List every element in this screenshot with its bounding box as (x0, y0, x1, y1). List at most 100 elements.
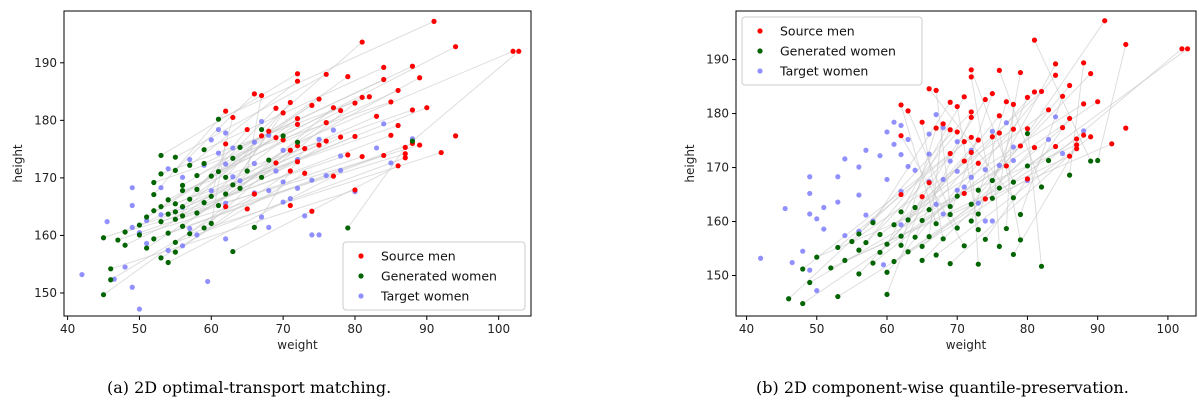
data-point (273, 135, 279, 141)
data-point (898, 209, 904, 215)
data-point (230, 114, 236, 121)
data-point (510, 48, 516, 54)
data-point (1059, 125, 1066, 131)
data-point (835, 174, 841, 180)
data-point (814, 254, 820, 260)
data-point (373, 145, 380, 151)
data-point (898, 122, 904, 129)
data-point (919, 119, 925, 125)
data-point (884, 129, 890, 135)
data-point (352, 100, 358, 106)
legend-marker (358, 293, 364, 299)
data-point (194, 172, 200, 179)
data-point (280, 179, 286, 185)
matching-line (182, 129, 248, 207)
y-axis-label: height (683, 144, 697, 183)
data-point (381, 76, 387, 83)
data-point (179, 213, 186, 219)
data-point (424, 105, 430, 111)
data-point (287, 99, 293, 106)
data-point (975, 227, 981, 233)
data-point (223, 130, 229, 136)
x-tick-label: 90 (419, 322, 434, 336)
x-tick-label: 100 (487, 322, 510, 336)
data-point (1095, 99, 1101, 105)
data-point (280, 137, 286, 143)
data-point (294, 116, 301, 122)
data-point (100, 292, 107, 298)
matching-line (160, 73, 298, 156)
data-point (863, 239, 869, 246)
data-point (1038, 184, 1045, 190)
data-point (402, 155, 408, 161)
data-point (122, 229, 128, 235)
data-point (905, 163, 911, 170)
data-point (208, 187, 214, 194)
data-point (877, 153, 883, 159)
data-point (1038, 263, 1045, 269)
legend-label: Target women (779, 64, 868, 79)
data-point (1088, 71, 1094, 77)
data-point (187, 156, 193, 163)
matching-line (991, 136, 1000, 247)
data-point (807, 190, 813, 197)
data-point (926, 151, 932, 157)
data-point (309, 102, 315, 108)
data-point (989, 177, 995, 184)
y-tick-label: 170 (34, 171, 57, 185)
matching-line (153, 125, 399, 212)
data-point (280, 133, 286, 139)
x-tick-label: 60 (204, 322, 219, 336)
data-point (968, 174, 974, 180)
data-point (891, 258, 897, 265)
data-point (1003, 163, 1009, 169)
x-tick-label: 90 (1090, 322, 1105, 336)
data-point (975, 187, 981, 193)
legend-label: Generated women (780, 44, 896, 59)
data-point (933, 221, 939, 227)
data-point (1081, 101, 1087, 107)
data-point (215, 150, 222, 156)
data-point (961, 139, 967, 145)
data-point (1038, 88, 1045, 95)
data-point (352, 133, 358, 140)
data-point (1081, 60, 1087, 66)
data-point (800, 300, 806, 307)
matching-line (196, 136, 341, 214)
data-point (215, 202, 222, 209)
data-point (1179, 46, 1185, 52)
data-point (800, 266, 806, 272)
data-point (989, 195, 995, 201)
data-point (947, 211, 953, 218)
data-point (158, 171, 164, 177)
data-point (115, 237, 121, 243)
data-point (1059, 150, 1066, 157)
matching-line (103, 206, 226, 296)
y-tick-label: 180 (34, 113, 57, 127)
data-point (266, 132, 272, 138)
data-point (996, 185, 1002, 191)
data-point (302, 213, 308, 219)
data-point (905, 249, 911, 255)
matching-line (160, 172, 305, 259)
data-point (1024, 126, 1031, 132)
data-point (954, 103, 960, 110)
x-tick-label: 50 (809, 322, 824, 336)
data-point (905, 136, 911, 143)
legend-marker (358, 273, 364, 279)
data-point (402, 144, 408, 150)
data-point (258, 214, 265, 220)
data-point (194, 186, 200, 192)
data-point (136, 232, 143, 238)
data-point (179, 223, 186, 229)
data-point (388, 160, 394, 166)
data-point (237, 144, 243, 150)
data-point (1123, 125, 1129, 131)
matching-line (160, 134, 392, 223)
data-point (940, 125, 946, 131)
data-point (1095, 157, 1101, 164)
data-point (223, 174, 229, 180)
matching-line (153, 154, 384, 240)
data-point (1010, 144, 1017, 150)
matching-line (865, 131, 958, 243)
